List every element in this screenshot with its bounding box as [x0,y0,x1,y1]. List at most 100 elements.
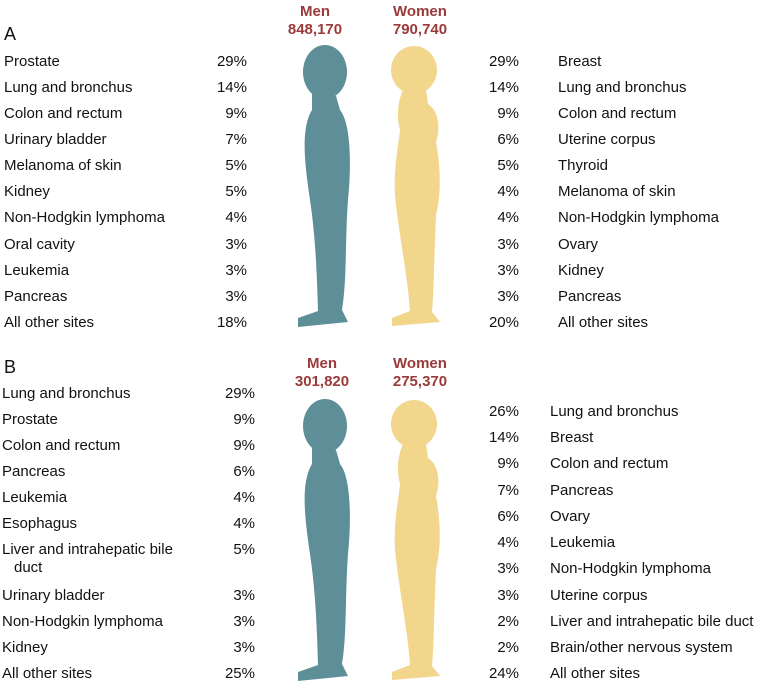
site-name: Colon and rectum [4,105,123,122]
percentage: 2% [497,639,519,656]
men-title: Men [307,355,337,372]
women-title: Women [393,3,447,20]
percentage: 7% [497,482,519,499]
site-name: Pancreas [550,482,614,499]
percentage: 3% [225,236,247,253]
site-name: All other sites [550,665,641,682]
site-name: Thyroid [558,157,609,174]
site-name: Brain/other nervous system [550,639,733,656]
percentage: 25% [224,665,255,682]
men-silhouette [298,45,350,327]
site-name: Uterine corpus [550,587,648,604]
site-name: Ovary [558,236,599,253]
women-title: Women [393,355,447,372]
percentage: 6% [497,508,519,525]
percentage: 3% [497,288,519,305]
percentage: 18% [216,314,247,331]
percentage: 26% [488,403,519,420]
site-name: Kidney [2,639,48,656]
percentage: 29% [216,53,247,70]
site-name: Oral cavity [4,236,75,253]
percentage: 3% [233,639,255,656]
site-name: All other sites [4,314,95,331]
percentage: 9% [497,455,519,472]
site-name: Leukemia [2,489,68,506]
men-title: Men [300,3,330,20]
site-name: Pancreas [2,463,66,480]
percentage: 14% [488,79,519,96]
site-name: Lung and bronchus [550,403,679,420]
percentage: 3% [497,587,519,604]
percentage: 14% [488,429,519,446]
site-name: Lung and bronchus [2,385,131,402]
percentage: 7% [225,131,247,148]
site-name: Colon and rectum [2,437,121,454]
men-silhouette [298,399,350,681]
site-name: Kidney [4,183,50,200]
site-name: Kidney [558,262,604,279]
site-name: Breast [550,429,594,446]
site-name: Prostate [4,53,60,70]
percentage: 5% [233,541,255,558]
panel-label: A [4,24,17,44]
percentage: 3% [233,613,255,630]
men-total: 301,820 [294,373,350,390]
site-name: Urinary bladder [4,131,107,148]
percentage: 3% [233,587,255,604]
percentage: 4% [233,515,255,532]
percentage: 14% [216,79,247,96]
site-name: Non-Hodgkin lymphoma [558,209,719,226]
site-name: Melanoma of skin [4,157,122,174]
site-name: Colon and rectum [550,455,669,472]
percentage: 9% [225,105,247,122]
site-name: Urinary bladder [2,587,105,604]
percentage: 29% [488,53,519,70]
women-silhouette [391,46,440,326]
site-name: Non-Hodgkin lymphoma [2,613,163,630]
percentage: 24% [488,665,519,682]
site-name: Pancreas [558,288,622,305]
site-name: Breast [558,53,602,70]
percentage: 3% [497,262,519,279]
women-total: 790,740 [392,21,448,38]
percentage: 9% [233,437,255,454]
percentage: 5% [225,157,247,174]
percentage: 3% [497,560,519,577]
percentage: 5% [225,183,247,200]
site-name: All other sites [2,665,93,682]
site-name: Ovary [550,508,591,525]
percentage: 20% [488,314,519,331]
percentage: 9% [233,411,255,428]
percentage: 3% [225,262,247,279]
percentage: 4% [497,209,519,226]
site-name: Lung and bronchus [4,79,133,96]
site-name: Leukemia [550,534,616,551]
percentage: 3% [225,288,247,305]
site-name: All other sites [558,314,649,331]
site-name: Uterine corpus [558,131,656,148]
percentage: 2% [497,613,519,630]
percentage: 5% [497,157,519,174]
site-name: Prostate [2,411,58,428]
site-name: Lung and bronchus [558,79,687,96]
percentage: 4% [497,183,519,200]
site-name: Liver and intrahepatic bile duct [550,613,754,630]
women-silhouette [391,400,440,680]
women-total: 275,370 [392,373,448,390]
site-name: Melanoma of skin [558,183,676,200]
site-name: Leukemia [4,262,70,279]
percentage: 6% [233,463,255,480]
percentage: 9% [497,105,519,122]
percentage: 29% [224,385,255,402]
panel-label: B [4,357,17,377]
site-name: Non-Hodgkin lymphoma [4,209,165,226]
percentage: 4% [497,534,519,551]
site-name: Non-Hodgkin lymphoma [550,560,711,577]
site-name: Colon and rectum [558,105,677,122]
site-name: Pancreas [4,288,68,305]
percentage: 4% [225,209,247,226]
site-name: Esophagus [2,515,78,532]
men-total: 848,170 [287,21,343,38]
